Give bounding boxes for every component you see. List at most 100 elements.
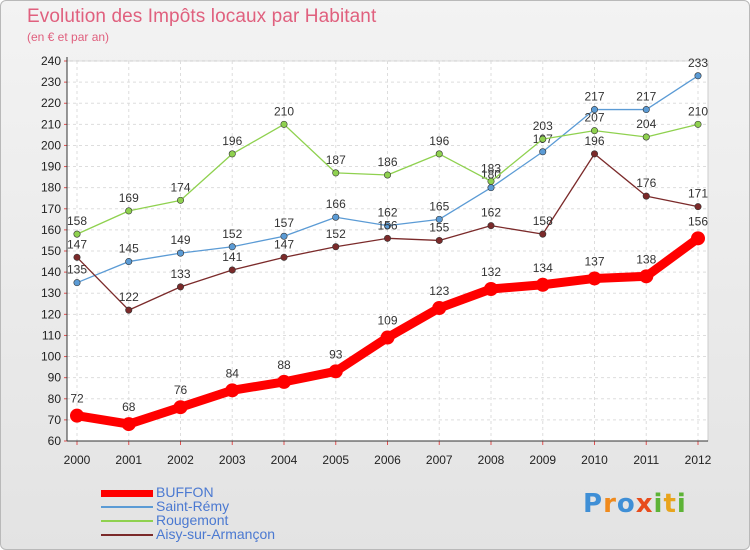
data-label-buffon: 109	[377, 314, 397, 328]
data-point-saint-r-my	[694, 72, 702, 80]
data-point-aisy-sur-arman-on	[228, 266, 236, 274]
data-label-rougemont: 196	[222, 134, 242, 148]
data-point-saint-r-my	[177, 249, 185, 257]
data-point-buffon	[328, 364, 343, 379]
data-point-rougemont	[590, 127, 598, 135]
data-point-buffon	[432, 301, 447, 315]
legend-label: Rougemont	[156, 512, 229, 528]
data-point-rougemont	[73, 230, 81, 238]
data-label-aisy-sur-arman-on: 158	[533, 214, 553, 228]
data-point-saint-r-my	[332, 213, 340, 221]
y-tick-label: 110	[42, 328, 61, 342]
data-point-rougemont	[177, 196, 185, 204]
data-point-saint-r-my	[383, 222, 391, 230]
y-tick-label: 120	[41, 307, 61, 321]
data-point-buffon	[70, 408, 84, 423]
y-tick-label: 130	[41, 286, 61, 300]
data-point-saint-r-my	[487, 184, 495, 192]
y-tick-label: 240	[41, 54, 61, 68]
data-point-saint-r-my	[642, 106, 650, 114]
x-tick-label: 2002	[167, 453, 194, 467]
logo-letter: t	[663, 489, 677, 519]
data-label-buffon: 84	[226, 366, 240, 380]
x-tick-label: 2011	[633, 453, 659, 467]
data-label-aisy-sur-arman-on: 155	[429, 220, 449, 234]
data-point-aisy-sur-arman-on	[177, 283, 185, 291]
data-point-aisy-sur-arman-on	[590, 150, 598, 158]
data-label-rougemont: 204	[636, 117, 656, 131]
logo-letter: i	[676, 489, 687, 519]
data-point-saint-r-my	[280, 232, 288, 240]
data-point-saint-r-my	[435, 215, 443, 223]
legend-label: BUFFON	[156, 484, 214, 500]
data-label-saint-r-my: 152	[222, 227, 242, 241]
y-tick-label: 140	[41, 265, 61, 279]
data-label-buffon: 72	[70, 392, 84, 406]
legend-swatch	[101, 490, 153, 497]
legend-item: Rougemont	[101, 512, 361, 528]
data-point-rougemont	[228, 150, 236, 158]
proxiti-logo: Proxiti	[583, 489, 687, 519]
y-tick-label: 170	[41, 202, 61, 216]
y-tick-label: 220	[41, 96, 61, 110]
legend-item: Aisy-sur-Armançon	[101, 526, 361, 542]
x-tick-label: 2007	[426, 453, 453, 467]
data-label-buffon: 137	[584, 254, 604, 268]
data-label-saint-r-my: 233	[688, 56, 708, 70]
data-label-aisy-sur-arman-on: 162	[481, 206, 501, 220]
data-point-aisy-sur-arman-on	[694, 203, 702, 211]
y-tick-label: 190	[41, 160, 61, 174]
legend-label: Saint-Rémy	[156, 498, 230, 514]
data-point-aisy-sur-arman-on	[539, 230, 547, 238]
data-label-saint-r-my: 145	[119, 242, 139, 256]
x-tick-label: 2001	[115, 453, 142, 467]
y-tick-label: 210	[41, 117, 61, 131]
data-point-rougemont	[125, 207, 133, 215]
y-tick-label: 160	[41, 223, 61, 237]
data-point-aisy-sur-arman-on	[383, 234, 391, 242]
data-point-rougemont	[694, 120, 702, 128]
data-point-aisy-sur-arman-on	[73, 253, 81, 261]
data-label-aisy-sur-arman-on: 147	[67, 237, 87, 251]
logo-letter: P	[583, 489, 604, 519]
data-point-rougemont	[642, 133, 650, 141]
chart-subtitle: (en € et par an)	[27, 30, 110, 44]
logo-letter: r	[603, 489, 617, 519]
data-point-saint-r-my	[590, 106, 598, 114]
logo-letter: o	[616, 489, 636, 519]
data-label-buffon: 88	[277, 358, 291, 372]
data-label-rougemont: 186	[377, 155, 397, 169]
y-tick-label: 80	[48, 392, 62, 406]
data-label-aisy-sur-arman-on: 122	[119, 290, 139, 304]
data-point-buffon	[535, 277, 550, 292]
data-point-buffon	[121, 417, 136, 432]
data-label-buffon: 138	[636, 252, 656, 266]
data-point-buffon	[639, 269, 654, 284]
data-point-saint-r-my	[125, 258, 133, 266]
x-tick-label: 2005	[322, 453, 349, 467]
data-label-saint-r-my: 157	[274, 216, 294, 230]
x-tick-label: 2003	[219, 453, 246, 467]
data-point-rougemont	[383, 171, 391, 179]
chart-title: Evolution des Impôts locaux par Habitant	[27, 6, 377, 27]
y-tick-label: 180	[41, 181, 61, 195]
data-label-aisy-sur-arman-on: 141	[222, 250, 242, 264]
data-point-buffon	[484, 282, 498, 296]
data-label-rougemont: 207	[584, 111, 604, 125]
legend-swatch	[101, 520, 153, 522]
y-tick-label: 60	[48, 434, 62, 448]
data-label-aisy-sur-arman-on: 152	[326, 227, 346, 241]
data-point-buffon	[277, 374, 291, 389]
data-label-buffon: 123	[429, 284, 449, 298]
logo-letter: x	[635, 489, 654, 519]
y-tick-label: 100	[41, 350, 61, 364]
data-label-saint-r-my: 149	[170, 233, 190, 247]
data-label-saint-r-my: 135	[67, 263, 87, 277]
data-point-saint-r-my	[539, 148, 547, 156]
y-tick-label: 200	[41, 138, 61, 152]
data-point-aisy-sur-arman-on	[280, 253, 288, 261]
data-label-rougemont: 210	[274, 104, 294, 118]
data-label-rougemont: 210	[688, 104, 708, 118]
data-label-aisy-sur-arman-on: 196	[584, 134, 604, 148]
data-point-aisy-sur-arman-on	[642, 192, 650, 200]
